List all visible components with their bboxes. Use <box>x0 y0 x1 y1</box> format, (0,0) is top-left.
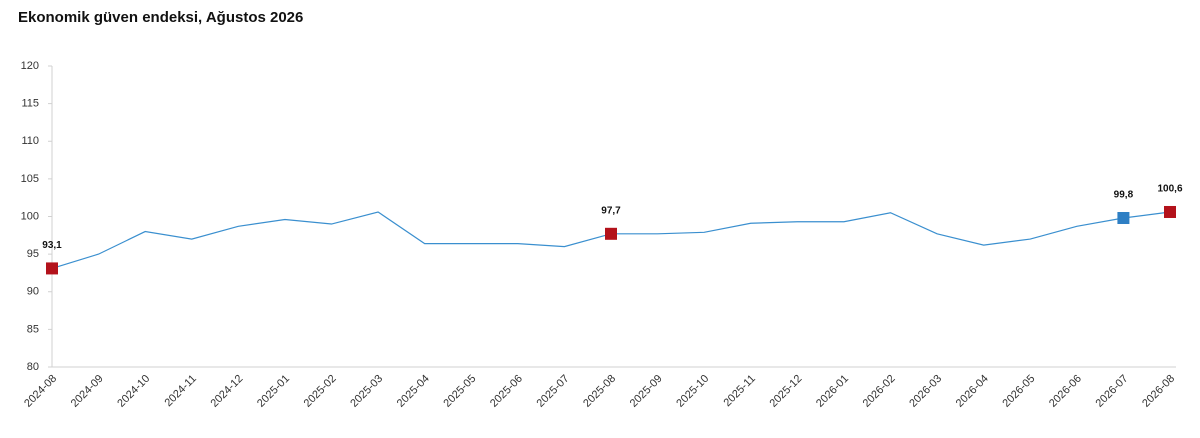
chart-title: Ekonomik güven endeksi, Ağustos 2026 <box>18 9 303 26</box>
y-tick-label: 115 <box>21 98 39 110</box>
marker <box>1164 205 1176 218</box>
x-tick-label: 2024-08 <box>22 373 59 410</box>
value-label: 100,6 <box>1157 184 1182 195</box>
y-tick-label: 95 <box>27 248 39 260</box>
value-label: 93,1 <box>42 240 62 251</box>
marker <box>605 227 617 240</box>
x-tick-label: 2024-11 <box>162 373 198 409</box>
x-tick-label: 2026-05 <box>1000 373 1037 410</box>
value-label: 97,7 <box>601 205 621 216</box>
y-tick-label: 100 <box>21 210 39 222</box>
x-tick-label: 2024-10 <box>115 373 152 410</box>
x-tick-label: 2026-06 <box>1047 373 1084 410</box>
y-tick-label: 105 <box>21 173 39 185</box>
x-tick-label: 2025-03 <box>348 373 385 410</box>
x-tick-label: 2025-04 <box>395 373 432 410</box>
x-tick-label: 2025-05 <box>441 373 478 410</box>
marker <box>46 262 58 275</box>
x-tick-label: 2025-10 <box>674 373 711 410</box>
x-tick-label: 2025-08 <box>581 373 618 410</box>
x-tick-label: 2025-07 <box>535 373 572 410</box>
x-tick-label: 2026-07 <box>1094 373 1131 410</box>
value-label: 99,8 <box>1114 190 1134 201</box>
y-tick-label: 90 <box>27 286 39 298</box>
x-tick-label: 2025-09 <box>628 373 665 410</box>
x-tick-label: 2026-04 <box>954 373 991 410</box>
x-tick-label: 2025-01 <box>255 373 292 410</box>
x-tick-label: 2026-03 <box>907 373 944 410</box>
x-tick-label: 2024-12 <box>208 373 245 410</box>
x-tick-label: 2025-12 <box>767 373 804 410</box>
x-tick-label: 2025-06 <box>488 373 525 410</box>
x-tick-label: 2024-09 <box>69 373 106 410</box>
marker <box>1117 212 1130 225</box>
y-tick-label: 80 <box>27 361 39 373</box>
y-tick-label: 110 <box>21 135 39 147</box>
y-tick-label: 120 <box>21 60 39 72</box>
x-tick-label: 2026-02 <box>861 373 898 410</box>
x-tick-label: 2025-11 <box>721 373 757 409</box>
y-tick-label: 85 <box>27 323 39 335</box>
x-tick-label: 2025-02 <box>302 373 339 410</box>
line <box>51 211 1171 269</box>
x-tick-label: 2026-08 <box>1140 373 1177 410</box>
x-tick-label: 2026-01 <box>814 373 851 410</box>
